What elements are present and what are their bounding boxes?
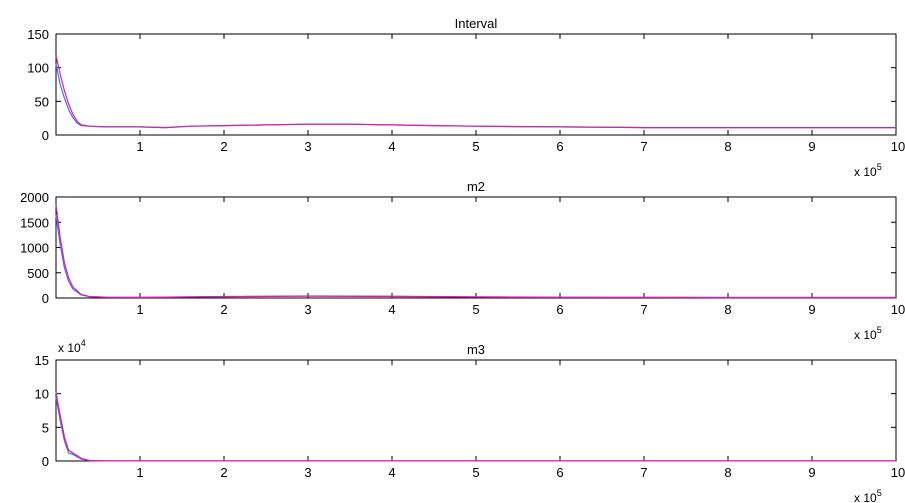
x-tick-label: 9 <box>808 139 815 154</box>
x-tick-label: 7 <box>640 465 647 480</box>
chart-title: m2 <box>467 179 485 194</box>
x-tick-label: 5 <box>472 465 479 480</box>
x-tick-label: 1 <box>136 465 143 480</box>
x-tick-label: 7 <box>640 139 647 154</box>
plot-area <box>55 196 897 299</box>
y-tick-label: 10 <box>35 387 49 402</box>
x-axis-multiplier-exponent: 5 <box>877 162 882 172</box>
x-tick-label: 10 <box>891 302 905 317</box>
x-tick-label: 8 <box>724 139 731 154</box>
chart-title: m3 <box>467 342 485 357</box>
x-axis-multiplier-exponent: 5 <box>877 488 882 498</box>
x-tick-label: 3 <box>304 302 311 317</box>
x-tick-label: 3 <box>304 139 311 154</box>
x-tick-label: 1 <box>136 302 143 317</box>
x-tick-label: 1 <box>136 139 143 154</box>
x-tick-label: 4 <box>388 302 395 317</box>
x-tick-label: 5 <box>472 302 479 317</box>
x-tick-label: 10 <box>891 139 905 154</box>
y-tick-label: 50 <box>35 94 49 109</box>
y-tick-label: 15 <box>35 353 49 368</box>
x-tick-label: 2 <box>220 302 227 317</box>
series-line-2 <box>55 55 896 129</box>
y-tick-label: 500 <box>27 266 49 281</box>
y-tick-label: 0 <box>42 454 49 469</box>
y-tick-label: 150 <box>27 27 49 42</box>
y-axis-multiplier: x 104 <box>58 338 86 355</box>
series-line-2 <box>55 392 896 462</box>
chart-panel-3: 1 2 3 4 5 6 7 8 9 10 0 5 10 15 m3 x 105 x 104 <box>35 338 905 503</box>
x-tick-label: 8 <box>724 465 731 480</box>
plot-area <box>55 33 897 136</box>
x-tick-label: 5 <box>472 139 479 154</box>
x-tick-label: 9 <box>808 465 815 480</box>
y-tick-label: 5 <box>42 420 49 435</box>
x-tick-label: 2 <box>220 465 227 480</box>
x-tick-label: 7 <box>640 302 647 317</box>
x-tick-label: 6 <box>556 302 563 317</box>
x-tick-label: 4 <box>388 139 395 154</box>
plot-area <box>55 359 897 462</box>
x-tick-label: 8 <box>724 302 731 317</box>
x-tick-label: 10 <box>891 465 905 480</box>
y-tick-label: 0 <box>42 128 49 143</box>
x-axis-multiplier-exponent: 5 <box>877 325 882 335</box>
y-tick-label: 0 <box>42 291 49 306</box>
x-axis-multiplier: x 105 <box>854 488 882 503</box>
x-tick-label: 9 <box>808 302 815 317</box>
y-tick-label: 1500 <box>20 215 49 230</box>
chart-panel-2: 1 2 3 4 5 6 7 8 9 10 0 500 1000 1500 2000 m2 x 105 <box>20 179 905 342</box>
y-axis-multiplier-exponent: 4 <box>81 338 86 348</box>
x-tick-label: 6 <box>556 139 563 154</box>
y-tick-label: 100 <box>27 61 49 76</box>
x-tick-label: 3 <box>304 465 311 480</box>
x-tick-label: 6 <box>556 465 563 480</box>
x-axis-multiplier: x 105 <box>854 325 882 342</box>
y-tick-label: 2000 <box>20 190 49 205</box>
y-tick-label: 1000 <box>20 241 49 256</box>
x-axis-multiplier: x 105 <box>854 162 882 179</box>
series-line-2 <box>55 204 896 299</box>
chart-title: Interval <box>455 16 498 31</box>
x-tick-label: 4 <box>388 465 395 480</box>
x-tick-label: 2 <box>220 139 227 154</box>
